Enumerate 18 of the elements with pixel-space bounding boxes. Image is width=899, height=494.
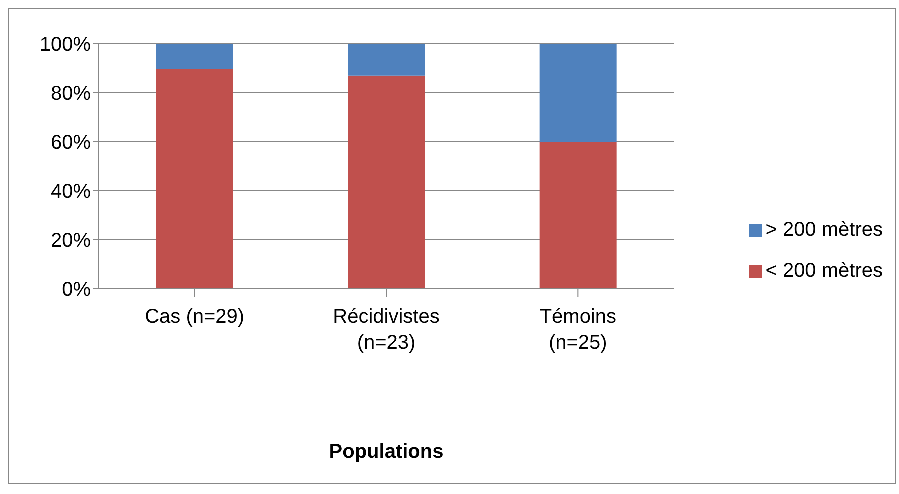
y-tick-label: 100% (40, 34, 92, 56)
bar (540, 142, 617, 289)
y-tick-label: 80% (50, 83, 92, 106)
x-tick-label: Témoins (n=25) (540, 306, 617, 354)
x-axis-title: Populations (328, 441, 445, 464)
y-tick-label: 20% (50, 230, 92, 252)
bar (156, 44, 234, 70)
y-tick-label: 0% (62, 279, 92, 302)
legend-label: > 200 mètres (766, 219, 883, 242)
bar (348, 76, 426, 289)
y-tick-label: 40% (50, 181, 92, 204)
legend-label: < 200 mètres (766, 260, 883, 283)
x-tick-label: Récidivistes (n=23) (333, 306, 440, 354)
y-tick-label: 60% (50, 132, 92, 154)
x-tick-label: Cas (n=29) (145, 306, 245, 328)
bar (348, 44, 426, 76)
bar (540, 44, 617, 142)
bar (156, 69, 234, 289)
